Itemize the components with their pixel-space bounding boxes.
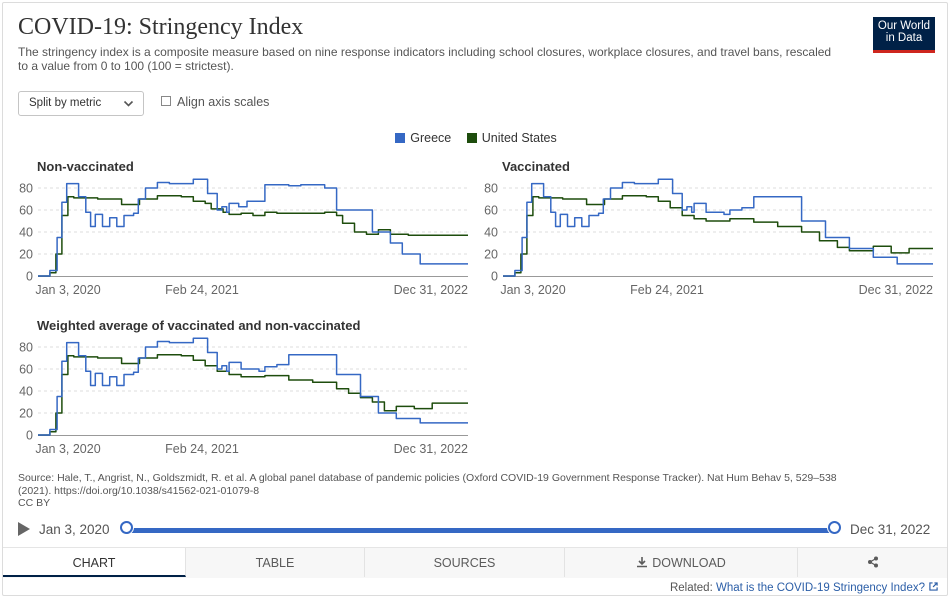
- y-tick-label-vaccinated-0: 0: [491, 270, 498, 284]
- timeline-start-label: Jan 3, 2020: [39, 522, 110, 537]
- owid-logo[interactable]: Our World in Data: [873, 17, 935, 53]
- timeline-start-handle[interactable]: [119, 521, 133, 534]
- chevron-down-icon: [123, 98, 134, 112]
- tab-share[interactable]: [798, 548, 947, 577]
- tab-sources[interactable]: SOURCES: [365, 548, 565, 577]
- legend-swatch-greece: [395, 133, 406, 143]
- tab-chart-label: CHART: [72, 556, 116, 570]
- timeline-track[interactable]: [126, 528, 834, 533]
- related-link-row: Related: What is the COVID-19 Stringency…: [670, 582, 938, 594]
- page-title: COVID-19: Stringency Index: [18, 14, 304, 40]
- x-tick-label-weighted-average-1: Feb 24, 2021: [165, 442, 239, 456]
- checkbox-icon[interactable]: [161, 96, 171, 106]
- related-prefix: Related:: [669, 582, 713, 594]
- y-tick-label-vaccinated-40: 40: [484, 226, 498, 240]
- y-tick-label-non-vaccinated-20: 20: [19, 248, 33, 262]
- license: CC BY: [18, 497, 51, 509]
- y-tick-label-weighted-average-20: 20: [19, 407, 33, 421]
- align-axis-scales-label: Align axis scales: [177, 95, 270, 109]
- y-tick-label-non-vaccinated-80: 80: [19, 182, 33, 196]
- x-tick-label-non-vaccinated-1: Feb 24, 2021: [165, 283, 239, 297]
- x-tick-label-non-vaccinated-2: Dec 31, 2022: [394, 283, 468, 297]
- y-tick-label-non-vaccinated-60: 60: [19, 204, 33, 218]
- tab-download-label: DOWNLOAD: [652, 556, 726, 570]
- share-icon: [867, 556, 879, 570]
- series-line-vaccinated-greece: [503, 178, 933, 277]
- source-line-2: (2021). https://doi.org/10.1038/s41562-0…: [18, 484, 260, 497]
- y-tick-label-vaccinated-60: 60: [484, 204, 498, 218]
- x-tick-label-vaccinated-2: Dec 31, 2022: [859, 283, 933, 297]
- tab-chart[interactable]: CHART: [3, 548, 186, 577]
- panel-title-non-vaccinated: Non-vaccinated: [37, 159, 134, 174]
- tab-download[interactable]: DOWNLOAD: [565, 548, 798, 577]
- related-article-link[interactable]: What is the COVID-19 Stringency Index?: [715, 582, 925, 594]
- play-icon[interactable]: [18, 522, 30, 536]
- x-tick-label-vaccinated-0: Jan 3, 2020: [500, 283, 565, 297]
- series-line-non-vaccinated-greece: [38, 178, 468, 277]
- align-axis-scales-toggle[interactable]: Align axis scales: [161, 95, 269, 109]
- tab-sources-label: SOURCES: [433, 556, 496, 570]
- charts-canvas: 0 20 40 60 80 Jan 3, 2020 Feb 24, 2021 Dec 31, …: [19, 178, 933, 456]
- series-line-weighted-average-greece: [38, 337, 468, 436]
- legend: Greece United States: [0, 131, 952, 145]
- split-by-metric-dropdown[interactable]: Split by metric: [18, 91, 144, 116]
- y-tick-label-weighted-average-0: 0: [26, 429, 33, 443]
- timeline-end-label: Dec 31, 2022: [850, 522, 931, 537]
- y-tick-label-weighted-average-60: 60: [19, 363, 33, 377]
- panel-title-weighted-average: Weighted average of vaccinated and non-v…: [37, 318, 361, 333]
- y-tick-label-non-vaccinated-0: 0: [26, 270, 33, 284]
- logo-accent-bar: [873, 50, 935, 53]
- y-tick-label-weighted-average-80: 80: [19, 341, 33, 355]
- footer-tabs: CHART TABLE SOURCES DOWNLOAD: [3, 547, 947, 578]
- logo-line-1: Our World: [877, 20, 931, 32]
- legend-swatch-united-states: [466, 133, 477, 143]
- download-icon: [636, 556, 652, 570]
- dropdown-label: Split by metric: [29, 97, 102, 109]
- legend-item-united-states[interactable]: United States: [466, 131, 557, 145]
- y-tick-label-weighted-average-40: 40: [19, 385, 33, 399]
- legend-label-united-states: United States: [481, 131, 557, 145]
- legend-item-greece[interactable]: Greece: [395, 131, 451, 145]
- series-line-non-vaccinated-united-states: [38, 194, 468, 277]
- source-line-1: Source: Hale, T., Angrist, N., Goldszmid…: [18, 472, 837, 484]
- y-tick-label-vaccinated-80: 80: [484, 182, 498, 196]
- x-tick-label-vaccinated-1: Feb 24, 2021: [630, 283, 704, 297]
- x-tick-label-non-vaccinated-0: Jan 3, 2020: [35, 283, 100, 297]
- source-note: Source: Hale, T., Angrist, N., Goldszmid…: [18, 472, 878, 510]
- chart-subtitle: The stringency index is a composite meas…: [18, 45, 832, 73]
- x-tick-label-weighted-average-2: Dec 31, 2022: [394, 442, 468, 456]
- tab-table-label: TABLE: [255, 556, 295, 570]
- tab-table[interactable]: TABLE: [186, 548, 365, 577]
- series-line-weighted-average-united-states: [38, 353, 468, 436]
- legend-label-greece: Greece: [410, 131, 452, 145]
- series-line-vaccinated-united-states: [503, 194, 933, 277]
- timeline: Jan 3, 2020 Dec 31, 2022: [18, 518, 938, 542]
- panel-title-vaccinated: Vaccinated: [502, 159, 570, 174]
- x-tick-label-weighted-average-0: Jan 3, 2020: [35, 442, 100, 456]
- y-tick-label-vaccinated-20: 20: [484, 248, 498, 262]
- timeline-end-handle[interactable]: [827, 521, 841, 534]
- y-tick-label-non-vaccinated-40: 40: [19, 226, 33, 240]
- external-link-icon: [929, 582, 938, 594]
- logo-line-2: in Data: [885, 32, 923, 44]
